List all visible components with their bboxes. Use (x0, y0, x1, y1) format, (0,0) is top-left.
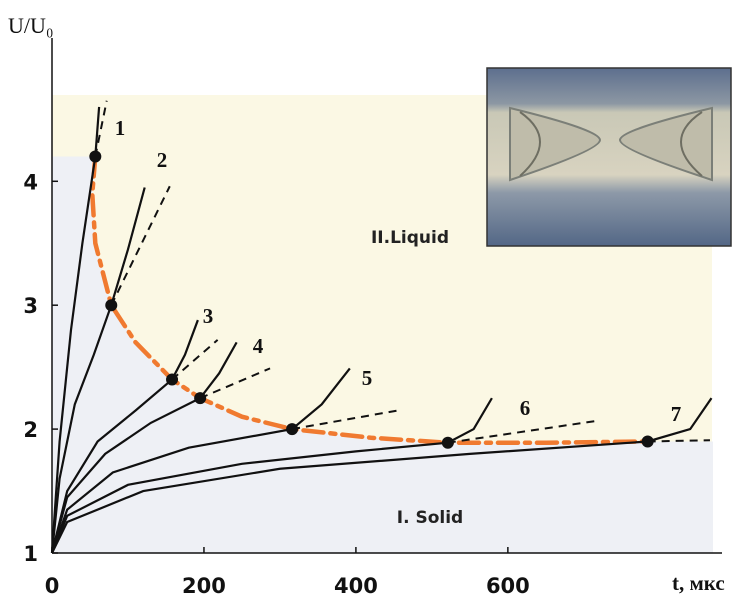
y-tick-label: 3 (23, 294, 38, 318)
x-tick-label: 200 (182, 574, 226, 598)
curve-label: 2 (157, 148, 168, 172)
tangent-line (199, 367, 271, 400)
melting-point (89, 150, 102, 163)
region-label: II.Liquid (371, 228, 449, 248)
x-tick-label: 400 (334, 574, 378, 598)
curve-label: 7 (671, 402, 682, 426)
solid-region (52, 156, 713, 553)
curve-label: 3 (203, 304, 214, 328)
melting-point (441, 436, 454, 449)
curve (50, 397, 493, 554)
x-axis-label: t, мкс (672, 571, 725, 595)
tangent-line (171, 339, 219, 381)
inset-image (486, 67, 732, 247)
y-tick-label: 4 (23, 170, 38, 194)
y-axis-label: U/U₀ (8, 13, 54, 38)
melting-point (166, 373, 179, 386)
curve (50, 319, 199, 554)
melting-point (286, 423, 299, 436)
curve (50, 187, 146, 554)
tangent-line (647, 439, 710, 443)
curve-label: 1 (115, 116, 126, 140)
curve (50, 341, 238, 554)
tangent-line (94, 100, 108, 157)
y-tick-label: 2 (23, 418, 38, 442)
region-label: I. Solid (397, 508, 463, 528)
curve-label: 6 (520, 396, 531, 420)
curve-label: 4 (253, 334, 264, 358)
curve (50, 367, 351, 554)
melting-point (105, 299, 118, 312)
y-tick-label: 1 (23, 542, 38, 566)
tangent-line (291, 409, 398, 431)
melting-point (641, 435, 654, 448)
melting-point (194, 392, 207, 405)
curve-label: 5 (362, 366, 373, 390)
x-tick-label: 600 (486, 574, 530, 598)
curve (51, 397, 713, 554)
x-tick-label: 0 (45, 574, 60, 598)
tangent-line (447, 419, 600, 444)
curve (50, 106, 101, 554)
